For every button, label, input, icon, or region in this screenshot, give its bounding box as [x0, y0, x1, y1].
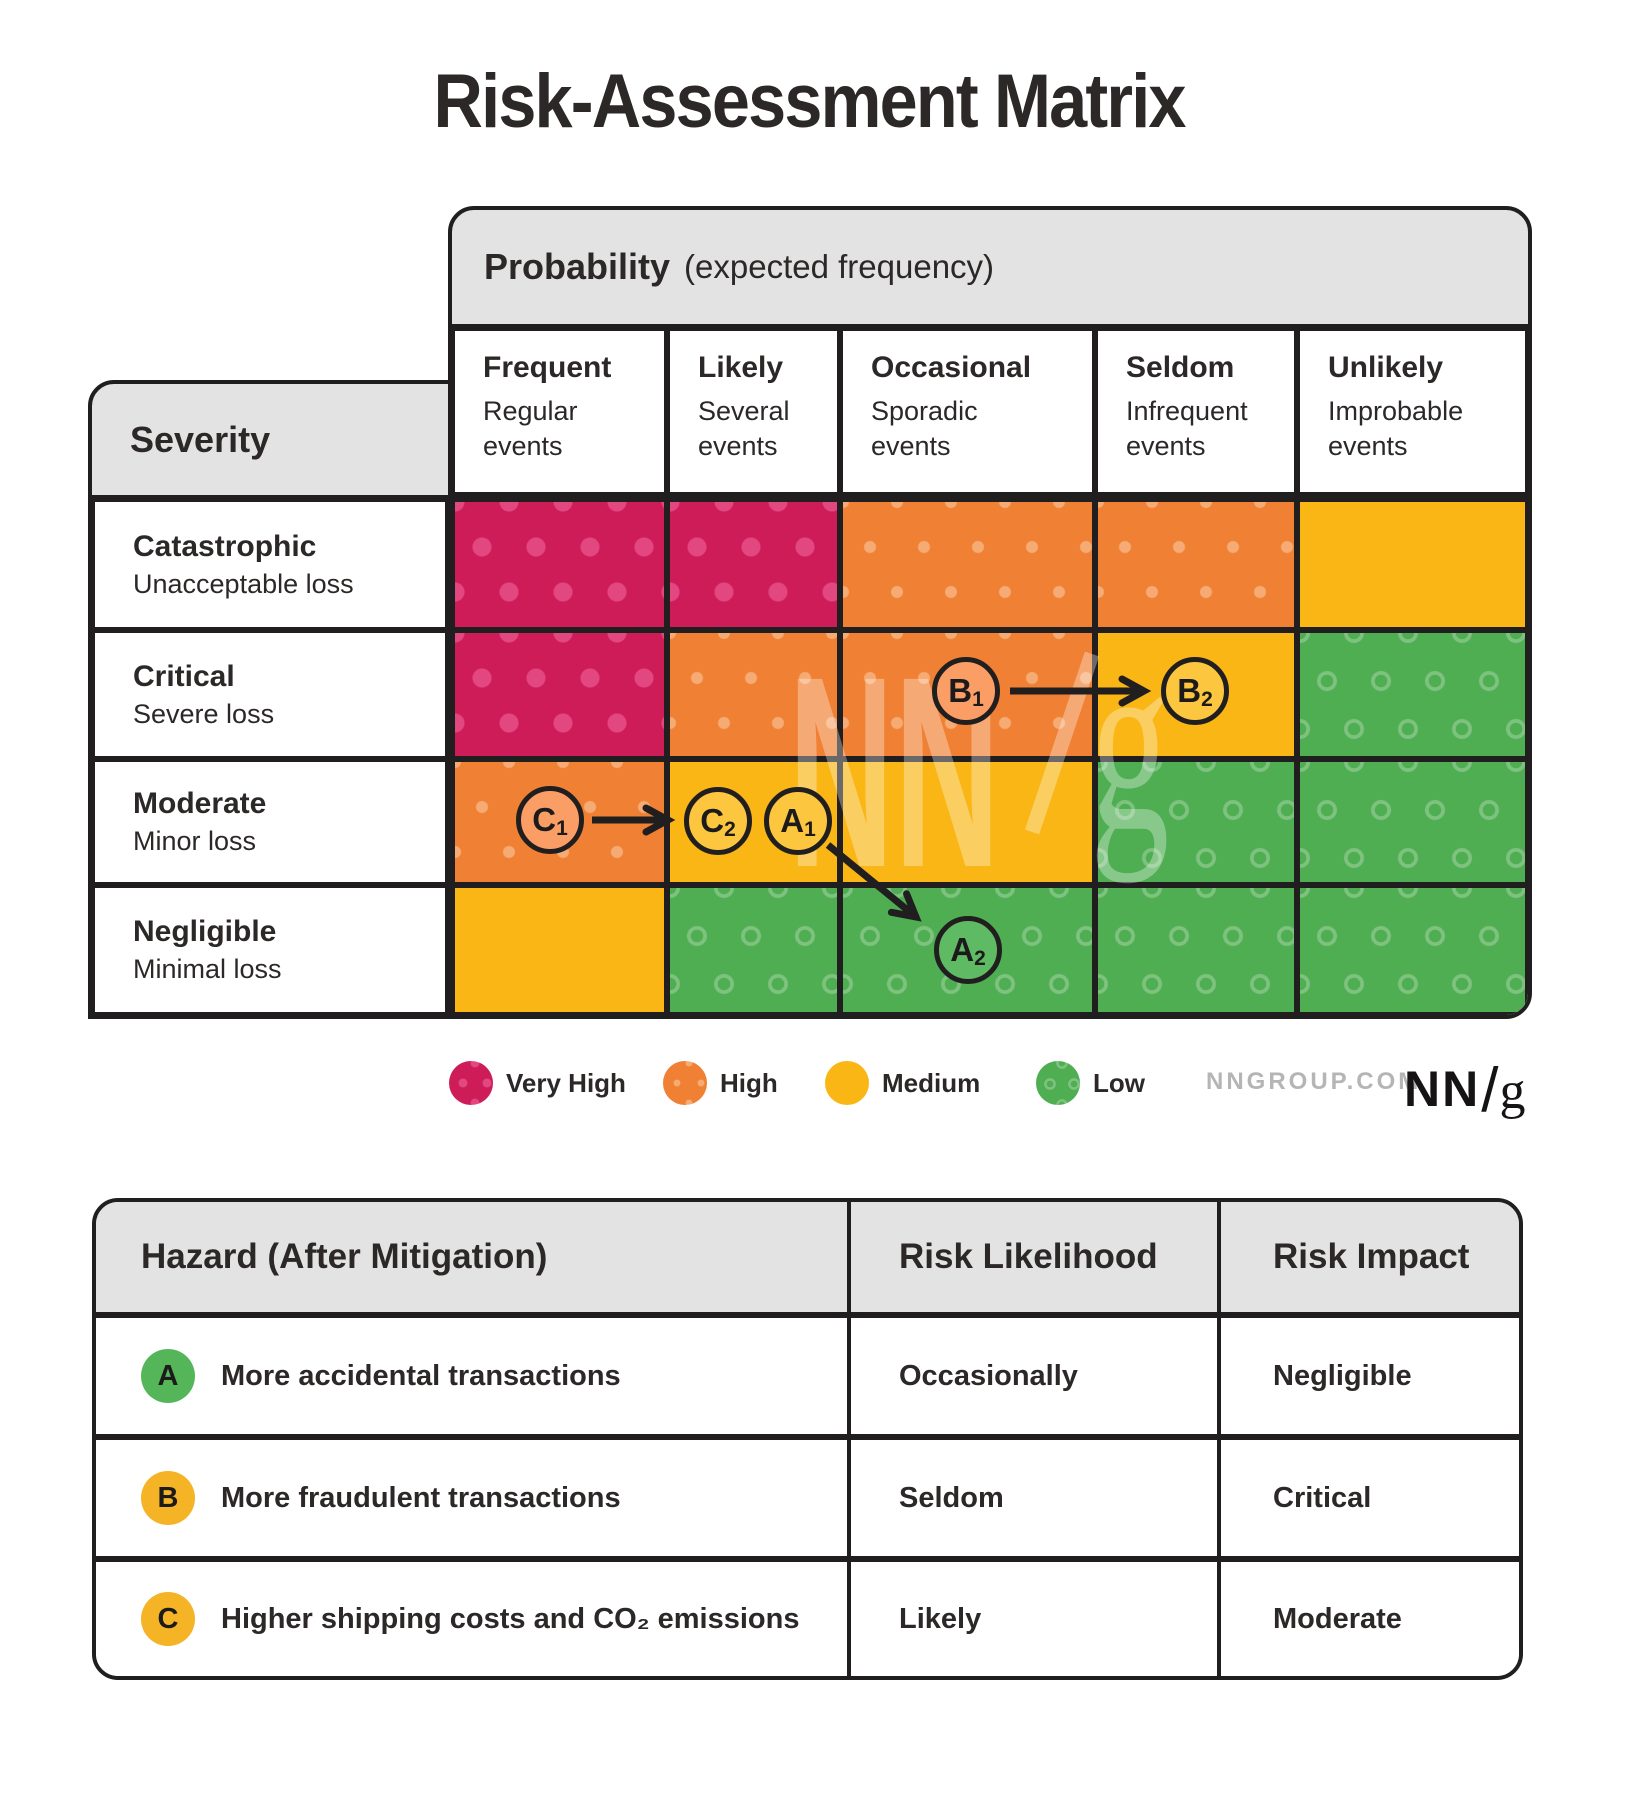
matrix-cell — [840, 759, 1095, 885]
matrix-cell — [1297, 499, 1528, 630]
matrix-cell — [1297, 885, 1528, 1015]
legend-item-medium: Medium — [825, 1061, 980, 1105]
page-title: Risk-Assessment Matrix — [433, 59, 1187, 144]
severity-header-box: Severity — [88, 380, 452, 499]
table-row-a-likelihood: Occasionally — [847, 1312, 1217, 1434]
matrix-cell — [840, 499, 1095, 630]
row-header-critical: Critical Severe loss — [92, 630, 448, 759]
matrix-cell — [667, 885, 840, 1015]
hazard-badge-c: C — [141, 1592, 195, 1646]
matrix-cell — [1297, 630, 1528, 759]
matrix-cell — [1297, 759, 1528, 885]
matrix-cell — [452, 885, 667, 1015]
table-row-c-impact: Moderate — [1217, 1556, 1519, 1676]
probability-header-subtitle: (expected frequency) — [684, 248, 995, 285]
matrix-cell — [452, 630, 667, 759]
column-header-unlikely: Unlikely Improbable events — [1297, 328, 1528, 495]
table-row-c-likelihood: Likely — [847, 1556, 1217, 1676]
table-row-c-hazard: C Higher shipping costs and CO₂ emission… — [96, 1556, 847, 1676]
severity-row-headers: Catastrophic Unacceptable loss Critical … — [88, 495, 452, 1019]
hazard-badge-a: A — [141, 1349, 195, 1403]
matrix-cell — [452, 499, 667, 630]
column-header-frequent: Frequent Regular events — [452, 328, 667, 495]
legend-dot-low — [1036, 1061, 1080, 1105]
table-row-b-likelihood: Seldom — [847, 1434, 1217, 1556]
table-row-a-impact: Negligible — [1217, 1312, 1519, 1434]
hazard-badge-b: B — [141, 1471, 195, 1525]
matrix-cell — [1095, 885, 1297, 1015]
matrix-cell — [667, 499, 840, 630]
nngroup-site-label: NNGROUP.COM — [1206, 1068, 1422, 1095]
probability-header-box: Probability (expected frequency) — [448, 206, 1532, 328]
hazard-table-header-hazard: Hazard (After Mitigation) — [96, 1202, 847, 1312]
hazard-table-header-likelihood: Risk Likelihood — [847, 1202, 1217, 1312]
column-header-seldom: Seldom Infrequent events — [1095, 328, 1297, 495]
probability-header-title: Probability — [484, 246, 671, 287]
probability-column-headers: Frequent Regular events Likely Several e… — [448, 324, 1532, 499]
table-row-a-hazard: A More accidental transactions — [96, 1312, 847, 1434]
legend-dot-medium — [825, 1061, 869, 1105]
risk-matrix-grid — [448, 495, 1532, 1019]
legend-item-very-high: Very High — [449, 1061, 626, 1105]
matrix-cell — [1095, 499, 1297, 630]
matrix-cell — [667, 630, 840, 759]
row-header-moderate: Moderate Minor loss — [92, 759, 448, 885]
row-header-negligible: Negligible Minimal loss — [92, 885, 448, 1015]
matrix-cell — [1095, 759, 1297, 885]
legend-item-high: High — [663, 1061, 778, 1105]
legend-dot-very-high — [449, 1061, 493, 1105]
nng-logo: NN/g — [1404, 1056, 1526, 1125]
legend-dot-high — [663, 1061, 707, 1105]
column-header-likely: Likely Several events — [667, 328, 840, 495]
hazard-table-header-impact: Risk Impact — [1217, 1202, 1519, 1312]
table-row-b-hazard: B More fraudulent transactions — [96, 1434, 847, 1556]
hazard-table: Hazard (After Mitigation) Risk Likelihoo… — [92, 1198, 1523, 1680]
table-row-b-impact: Critical — [1217, 1434, 1519, 1556]
legend-item-low: Low — [1036, 1061, 1145, 1105]
column-header-occasional: Occasional Sporadic events — [840, 328, 1095, 495]
row-header-catastrophic: Catastrophic Unacceptable loss — [92, 499, 448, 630]
